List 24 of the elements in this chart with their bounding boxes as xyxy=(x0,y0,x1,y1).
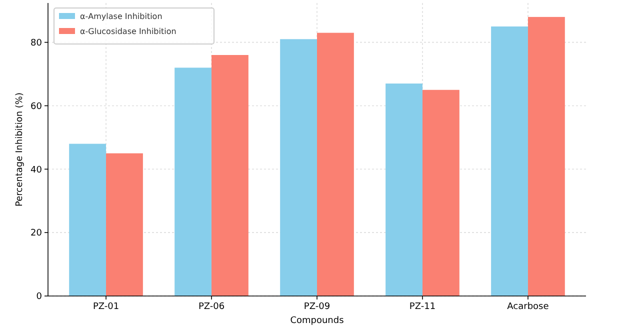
bar xyxy=(280,39,317,296)
bar xyxy=(528,16,565,296)
x-tick-label: PZ-06 xyxy=(198,302,225,312)
x-tick-label: PZ-01 xyxy=(92,302,120,312)
bar xyxy=(422,90,460,296)
x-tick-label: PZ-11 xyxy=(409,302,436,312)
bar xyxy=(212,55,248,296)
bar xyxy=(317,32,354,296)
x-axis-title: Compounds xyxy=(290,316,344,326)
y-tick-label: 60 xyxy=(30,102,42,112)
y-tick-label: 0 xyxy=(36,292,42,302)
bar xyxy=(69,144,106,296)
y-tick-label: 80 xyxy=(30,38,42,48)
bar xyxy=(174,68,212,296)
bar xyxy=(491,26,528,296)
bar xyxy=(386,84,422,296)
y-tick-label: 20 xyxy=(30,228,42,239)
x-tick-label: PZ-09 xyxy=(304,302,330,312)
x-tick-label: Acarbose xyxy=(507,302,550,312)
y-axis-title: Percentage Inhibition (%) xyxy=(15,92,25,206)
y-tick-label: 40 xyxy=(30,165,42,176)
bar xyxy=(106,153,143,296)
legend-label: α-Amylase Inhibition xyxy=(80,12,162,21)
legend-label: α-Glucosidase Inhibition xyxy=(80,27,176,36)
